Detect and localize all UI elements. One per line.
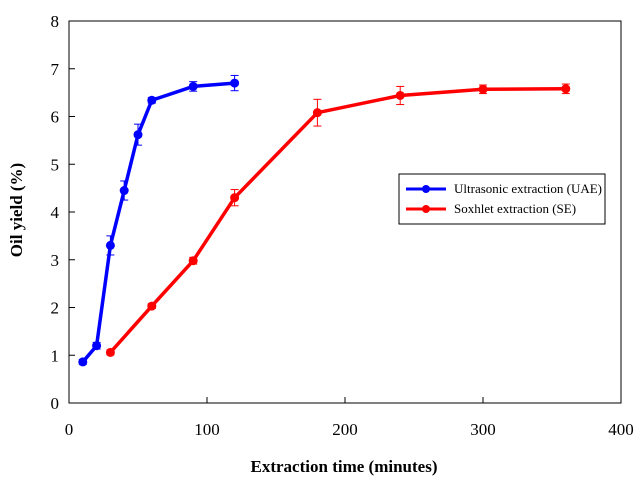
data-point [561,84,571,94]
y-axis-title: Oil yield (%) [7,163,26,257]
data-point [105,240,115,250]
legend-label-se: Soxhlet extraction (SE) [454,201,576,216]
legend-label-uae: Ultrasonic extraction (UAE) [454,181,602,196]
data-point [188,81,198,91]
data-point [230,193,240,203]
axis-ticks: 0 1 2 3 4 5 6 7 8 0 100 200 300 400 [51,12,634,439]
x-axis-title: Extraction time (minutes) [251,457,438,476]
series-0 [78,74,240,367]
data-point [478,84,488,94]
x-tick-label: 100 [194,420,220,439]
data-point [230,78,240,88]
x-tick-label: 200 [332,420,358,439]
y-tick-label: 7 [51,60,60,79]
y-tick-label: 6 [51,108,60,127]
data-point [147,301,157,311]
data-point [133,130,143,140]
legend-marker-se [422,205,430,213]
series-layer [78,74,571,367]
y-tick-label: 2 [51,299,60,318]
data-point [119,186,129,196]
legend: Ultrasonic extraction (UAE) Soxhlet extr… [398,173,606,225]
x-tick-label: 0 [65,420,74,439]
x-tick-label: 400 [608,420,634,439]
data-point [395,90,405,100]
series-1 [105,83,571,357]
y-tick-label: 0 [51,394,60,413]
series-line [81,81,235,364]
y-tick-label: 5 [51,155,60,174]
data-point [147,95,157,105]
y-tick-label: 1 [51,346,60,365]
y-tick-label: 4 [51,203,60,222]
data-point [105,347,115,357]
data-point [92,341,102,351]
legend-marker-uae [422,185,430,193]
data-point [312,108,322,118]
legend-box [398,173,606,225]
data-point [188,256,198,266]
x-tick-label: 300 [470,420,496,439]
series-line [109,87,566,354]
y-tick-label: 8 [51,12,60,31]
y-tick-label: 3 [51,251,60,270]
data-point [78,357,88,367]
